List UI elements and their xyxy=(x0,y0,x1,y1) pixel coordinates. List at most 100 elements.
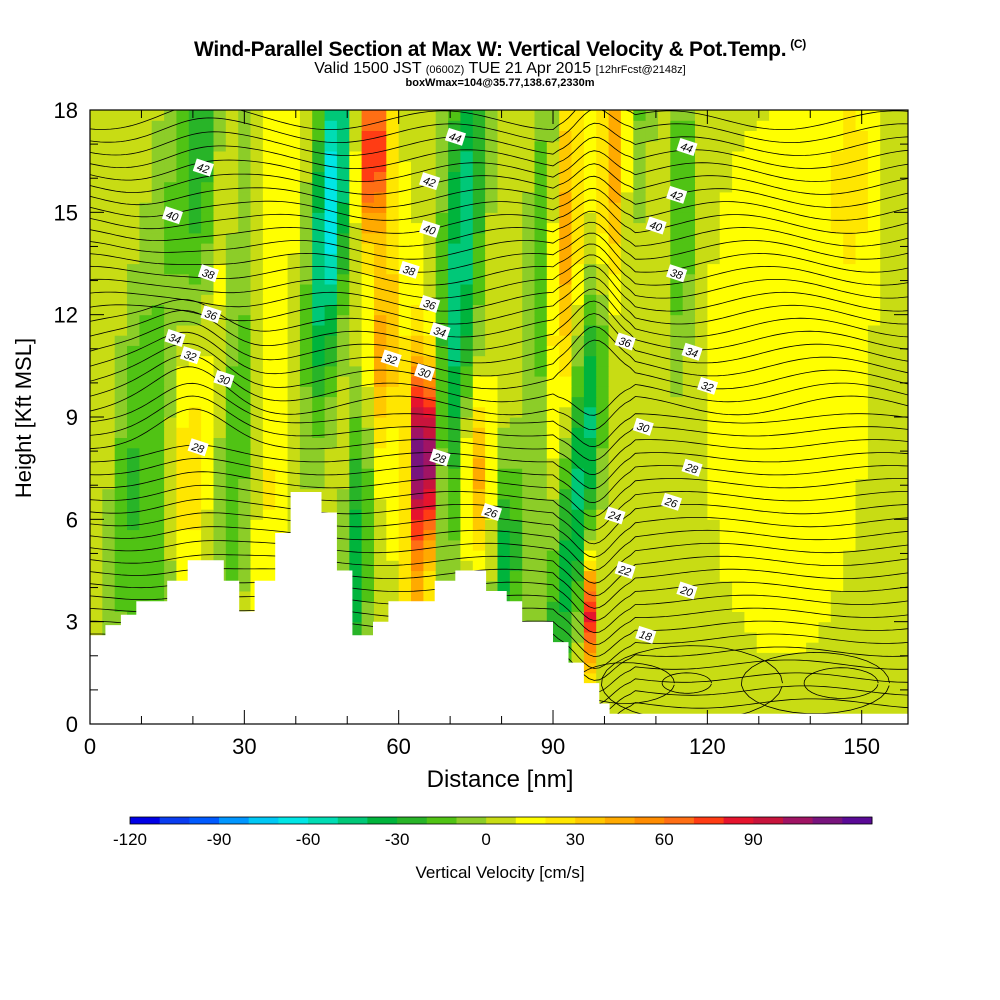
velocity-cell xyxy=(904,294,908,305)
velocity-cell xyxy=(188,263,202,275)
velocity-cell xyxy=(830,396,844,408)
velocity-cell xyxy=(201,519,214,531)
velocity-cell xyxy=(176,304,190,316)
velocity-cell xyxy=(781,150,795,162)
velocity-cell xyxy=(769,683,782,694)
velocity-cell xyxy=(769,161,782,172)
velocity-cell xyxy=(485,202,498,213)
velocity-cell xyxy=(645,672,659,684)
velocity-cell xyxy=(534,376,548,387)
velocity-cell xyxy=(114,191,128,203)
theta-contour-line xyxy=(90,300,908,351)
velocity-cell xyxy=(139,263,153,275)
velocity-cell xyxy=(275,150,289,162)
velocity-cell xyxy=(855,396,869,408)
velocity-cell xyxy=(880,427,894,438)
velocity-cell xyxy=(114,386,128,398)
velocity-cell xyxy=(781,672,795,684)
velocity-cell xyxy=(497,243,511,254)
velocity-cell xyxy=(312,406,326,418)
velocity-cell xyxy=(670,406,684,418)
velocity-cell xyxy=(188,478,202,490)
velocity-cell xyxy=(830,161,844,172)
velocity-cell xyxy=(534,396,548,408)
velocity-cell xyxy=(336,335,350,346)
velocity-cell xyxy=(596,693,610,705)
velocity-cell xyxy=(176,539,190,551)
velocity-cell xyxy=(732,324,745,336)
velocity-cell xyxy=(324,457,338,469)
velocity-cell xyxy=(559,560,573,572)
velocity-cell xyxy=(596,120,610,131)
velocity-cell xyxy=(435,345,449,357)
velocity-cell xyxy=(781,550,795,561)
velocity-cell xyxy=(892,335,906,346)
velocity-cell xyxy=(695,181,708,193)
velocity-cell xyxy=(275,161,289,172)
velocity-cell xyxy=(793,478,807,490)
velocity-cell xyxy=(287,304,301,316)
velocity-cell xyxy=(386,181,400,193)
velocity-cell xyxy=(830,601,844,612)
velocity-cell xyxy=(151,591,165,602)
velocity-cell xyxy=(225,222,239,234)
velocity-cell xyxy=(830,222,844,234)
velocity-cell xyxy=(695,539,708,551)
velocity-cell xyxy=(423,335,437,346)
velocity-cell xyxy=(460,222,474,234)
velocity-cell xyxy=(620,591,634,602)
velocity-cell xyxy=(213,284,227,295)
velocity-cell xyxy=(386,447,400,459)
velocity-cell xyxy=(633,519,647,531)
velocity-cell xyxy=(670,417,684,428)
velocity-cell xyxy=(695,314,708,326)
velocity-cell xyxy=(830,365,844,377)
velocity-cell xyxy=(670,365,684,377)
velocity-cell xyxy=(225,406,239,418)
velocity-cell xyxy=(855,642,869,653)
velocity-cell xyxy=(522,181,536,193)
velocity-cell xyxy=(472,488,486,500)
velocity-cell xyxy=(744,396,758,408)
velocity-cell xyxy=(213,447,227,459)
velocity-cell xyxy=(645,314,659,326)
velocity-cell xyxy=(744,693,758,705)
velocity-cell xyxy=(386,437,400,449)
theta-label: 42 xyxy=(666,185,688,204)
velocity-cell xyxy=(485,396,498,408)
velocity-cell xyxy=(769,150,782,162)
velocity-cell xyxy=(114,314,128,326)
velocity-cell xyxy=(620,539,634,551)
velocity-cell xyxy=(151,202,165,213)
velocity-cell xyxy=(188,181,202,193)
velocity-cell xyxy=(608,703,622,715)
velocity-cell xyxy=(695,150,708,162)
velocity-cell xyxy=(435,519,449,531)
velocity-cell xyxy=(90,365,103,377)
velocity-cell xyxy=(806,468,819,479)
velocity-cell xyxy=(485,447,498,459)
velocity-cell xyxy=(756,191,770,203)
velocity-cell xyxy=(719,447,733,459)
velocity-cell xyxy=(756,601,770,612)
velocity-cell xyxy=(904,396,908,408)
velocity-cell xyxy=(423,130,437,142)
velocity-cell xyxy=(90,253,103,265)
velocity-cell xyxy=(386,304,400,316)
velocity-cell xyxy=(361,601,375,612)
velocity-cell xyxy=(855,652,869,664)
velocity-cell xyxy=(892,437,906,449)
velocity-cell xyxy=(176,488,190,500)
velocity-cell xyxy=(238,345,252,357)
velocity-cell xyxy=(472,335,486,346)
theta-contour-line xyxy=(90,254,908,299)
theta-label-bg xyxy=(681,342,703,361)
velocity-cell xyxy=(571,120,585,131)
velocity-cell xyxy=(127,284,140,295)
velocity-cell xyxy=(571,406,585,418)
velocity-cell xyxy=(608,294,622,305)
velocity-cell xyxy=(448,376,461,387)
velocity-cell xyxy=(744,498,758,510)
velocity-cell xyxy=(546,570,560,582)
velocity-cell xyxy=(830,591,844,602)
